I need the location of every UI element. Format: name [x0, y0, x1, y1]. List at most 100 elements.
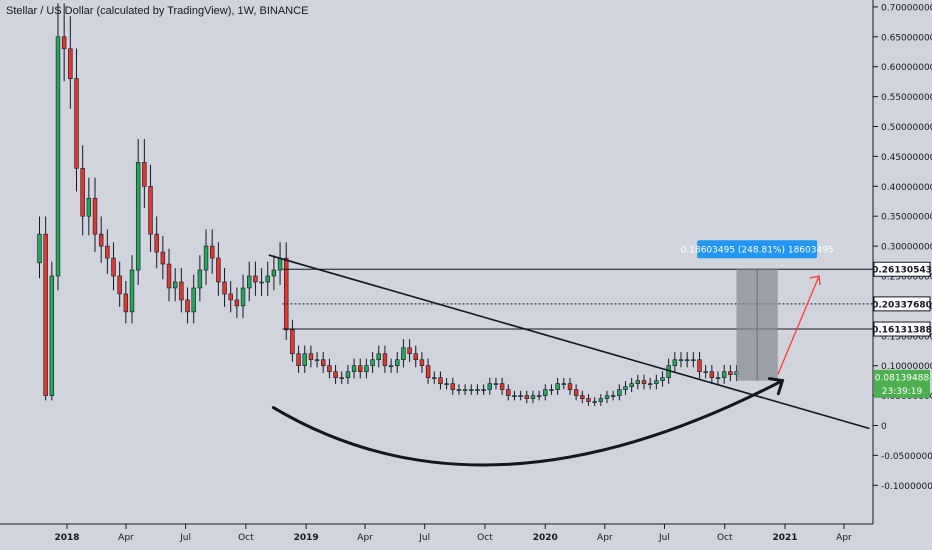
candle-body: [493, 383, 499, 385]
axis-labels: 0.26130543 0.20337680 0.16131388 0.08139488…: [872, 261, 932, 398]
candle-body: [635, 380, 641, 384]
candle-body: [80, 168, 85, 217]
candle-body: [308, 353, 314, 361]
candle-body: [253, 275, 258, 283]
candle-body: [407, 347, 412, 355]
candle-body: [518, 395, 523, 397]
price-tick-label: 0.25000000: [881, 273, 932, 283]
time-tick-label: Apr: [357, 533, 373, 543]
candle-body: [197, 269, 203, 289]
candle-body: [135, 162, 141, 271]
rounded-bottom-curve[interactable]: [271, 379, 784, 467]
candle-body: [475, 389, 480, 391]
candle-body: [715, 377, 721, 379]
price-tick-label: 0.50000000: [881, 123, 932, 133]
price-tick-label: 0.40000000: [881, 183, 932, 193]
time-tick-label: 2020: [533, 533, 558, 543]
candle-body: [117, 275, 122, 295]
time-axis[interactable]: 2018 Apr Jul Oct 2019 Apr Jul Oct 2020 Apr Jul Oct 2…: [54, 524, 852, 543]
candle-body: [259, 281, 264, 284]
candle-body: [555, 383, 560, 390]
price-tick-label: -0.10000000: [881, 482, 932, 492]
candle-body: [401, 347, 406, 361]
candle-body: [709, 371, 715, 378]
candle-body: [49, 275, 55, 396]
candle-body: [166, 263, 172, 289]
candle-body: [191, 287, 196, 313]
candle-body: [179, 281, 184, 301]
candle-body: [68, 48, 73, 79]
price-tick-label: 0.65000000: [881, 33, 932, 43]
candle-body: [697, 359, 702, 372]
candle-body: [536, 395, 542, 397]
candle-body: [530, 395, 536, 399]
candle-body: [209, 245, 215, 259]
time-tick-label: Jul: [418, 533, 430, 543]
candle-body: [370, 359, 375, 367]
price-level-value: 0.26130543: [872, 266, 932, 276]
candle-body: [654, 380, 659, 384]
price-axis[interactable]: 0.750000000.700000000.650000000.60000000…: [873, 0, 932, 492]
candle-body: [549, 389, 554, 391]
price-level-tag: [873, 321, 931, 337]
projection-arrowhead: [809, 275, 821, 286]
candle-body: [327, 365, 332, 372]
candle-body: [721, 371, 727, 378]
candle-body: [561, 383, 567, 385]
candle-body: [623, 386, 628, 390]
candle-body: [573, 389, 579, 396]
candle-body: [413, 353, 418, 361]
candle-body: [376, 353, 381, 361]
candle-body: [351, 365, 357, 372]
current-price-tag: [874, 369, 930, 398]
candle-body: [92, 197, 98, 235]
candle-body: [469, 389, 474, 391]
price-tick-label: 0.60000000: [881, 63, 932, 73]
candle-body: [512, 395, 517, 397]
time-tick-label: Oct: [238, 533, 254, 543]
price-tick-label: 0.30000000: [881, 243, 932, 253]
price-level-value: 0.16131388: [872, 326, 932, 336]
candle-body: [647, 383, 653, 385]
curve-arrowhead: [767, 377, 785, 396]
candle-body: [277, 257, 283, 271]
candle-body: [543, 389, 548, 396]
measure-label-text: 0.18603495 (248.81%) 18603495: [681, 246, 834, 256]
projection-arrow[interactable]: [777, 275, 820, 375]
candle-body: [302, 353, 307, 366]
trendline[interactable]: [268, 254, 870, 430]
price-level-value: 0.20337680: [872, 300, 932, 310]
candle-body: [185, 299, 190, 313]
candle-body: [37, 233, 42, 264]
candle-body: [142, 162, 147, 187]
candle-body: [55, 36, 61, 277]
candle-body: [148, 186, 153, 235]
candle-body: [728, 371, 733, 375]
time-tick-label: 2018: [54, 533, 79, 543]
candle-body: [234, 299, 240, 307]
candle-body: [481, 389, 486, 391]
price-tick-label: 0: [881, 422, 887, 432]
candle-body: [450, 383, 455, 390]
candle-body: [203, 245, 209, 271]
time-tick-label: Oct: [477, 533, 493, 543]
candle-body: [438, 377, 443, 384]
candle-body: [172, 281, 178, 289]
candle-body: [684, 359, 690, 362]
candle-body: [629, 383, 634, 387]
time-tick-label: 2021: [772, 533, 797, 543]
candles: [37, 3, 739, 406]
candle-body: [160, 251, 166, 265]
drawings[interactable]: 0.18603495 (248.81%) 18603495: [268, 240, 870, 467]
candle-body: [129, 269, 135, 313]
candle-body: [314, 359, 320, 362]
time-tick-label: Apr: [597, 533, 613, 543]
candle-body: [284, 257, 289, 331]
candle-body: [111, 257, 116, 277]
candle-body: [456, 389, 462, 391]
candle-body: [358, 365, 363, 372]
candle-body: [382, 353, 388, 366]
bar-countdown: 23:39:19: [882, 387, 923, 397]
candle-body: [610, 395, 616, 397]
